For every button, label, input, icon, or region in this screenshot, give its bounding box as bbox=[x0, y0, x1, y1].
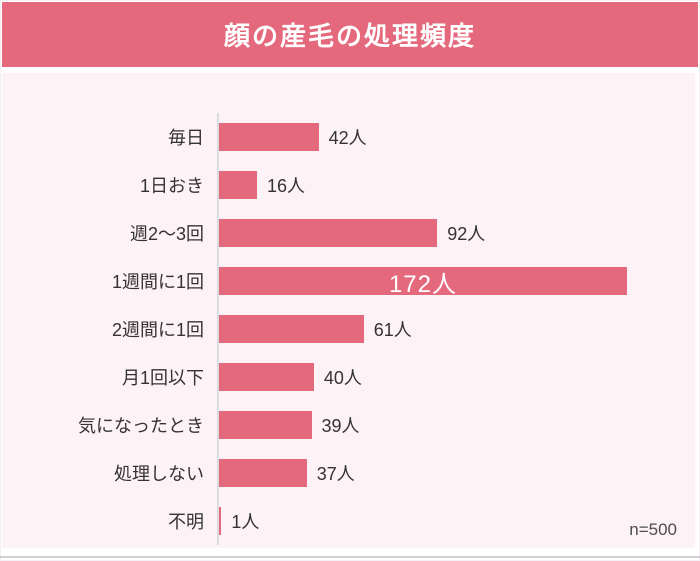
category-label: 1日おき bbox=[139, 176, 204, 196]
chart-row: 不明 1人 bbox=[2, 497, 695, 545]
category-label: 月1回以下 bbox=[121, 368, 204, 388]
bar bbox=[219, 459, 307, 487]
category-label: 不明 bbox=[168, 512, 204, 532]
chart-row: 気になったとき 39人 bbox=[2, 401, 695, 449]
bar bbox=[219, 315, 364, 343]
bar-zone: 172人 bbox=[217, 257, 695, 305]
value-label: 16人 bbox=[266, 176, 305, 196]
bar-zone: 39人 bbox=[217, 401, 695, 449]
chart-row: 毎日 42人 bbox=[2, 113, 695, 161]
value-label: 40人 bbox=[323, 368, 362, 388]
chart-row: 2週間に1回 61人 bbox=[2, 305, 695, 353]
category-label: 気になったとき bbox=[78, 416, 204, 436]
category-label: 処理しない bbox=[114, 464, 204, 484]
bar bbox=[219, 171, 257, 199]
chart-title-banner: 顔の産毛の処理頻度 bbox=[2, 2, 698, 67]
value-label: 61人 bbox=[373, 320, 412, 340]
bar-zone: 92人 bbox=[217, 209, 695, 257]
sample-size-label: n=500 bbox=[629, 520, 677, 539]
chart-area: 毎日 42人 1日おき 16人週2～3回 92人 1週間に1回 172人 2週間に1回 61人月… bbox=[2, 73, 695, 548]
value-label: 39人 bbox=[321, 416, 360, 436]
plot: 毎日 42人 1日おき 16人週2～3回 92人 1週間に1回 172人 2週間に1回 61人月… bbox=[2, 113, 695, 545]
category-label: 毎日 bbox=[168, 128, 204, 148]
bar bbox=[219, 219, 438, 247]
value-label: 42人 bbox=[328, 128, 367, 148]
chart-title: 顔の産毛の処理頻度 bbox=[223, 21, 476, 51]
bar bbox=[219, 123, 319, 151]
category-label: 2週間に1回 bbox=[111, 320, 204, 340]
chart-row: 処理しない 37人 bbox=[2, 449, 695, 497]
bar bbox=[219, 411, 312, 439]
chart-row: 1日おき 16人 bbox=[2, 161, 695, 209]
value-label: 92人 bbox=[447, 224, 486, 244]
bar-zone: 40人 bbox=[217, 353, 695, 401]
bar-zone: 16人 bbox=[217, 161, 695, 209]
value-label: 172人 bbox=[388, 270, 457, 298]
bar-zone: 42人 bbox=[217, 113, 695, 161]
bar-zone: 1人 bbox=[217, 497, 695, 545]
bar-zone: 61人 bbox=[217, 305, 695, 353]
bar: 172人 bbox=[219, 267, 627, 298]
value-label: 37人 bbox=[316, 464, 355, 484]
bar bbox=[219, 507, 222, 535]
card-bottom-divider bbox=[0, 556, 700, 558]
value-label: 1人 bbox=[231, 512, 260, 532]
chart-row: 月1回以下 40人 bbox=[2, 353, 695, 401]
chart-row: 1週間に1回 172人 bbox=[2, 257, 695, 305]
category-label: 週2～3回 bbox=[129, 224, 204, 244]
bar-zone: 37人 bbox=[217, 449, 695, 497]
category-label: 1週間に1回 bbox=[111, 272, 204, 292]
chart-row: 週2～3回 92人 bbox=[2, 209, 695, 257]
bar bbox=[219, 363, 314, 391]
